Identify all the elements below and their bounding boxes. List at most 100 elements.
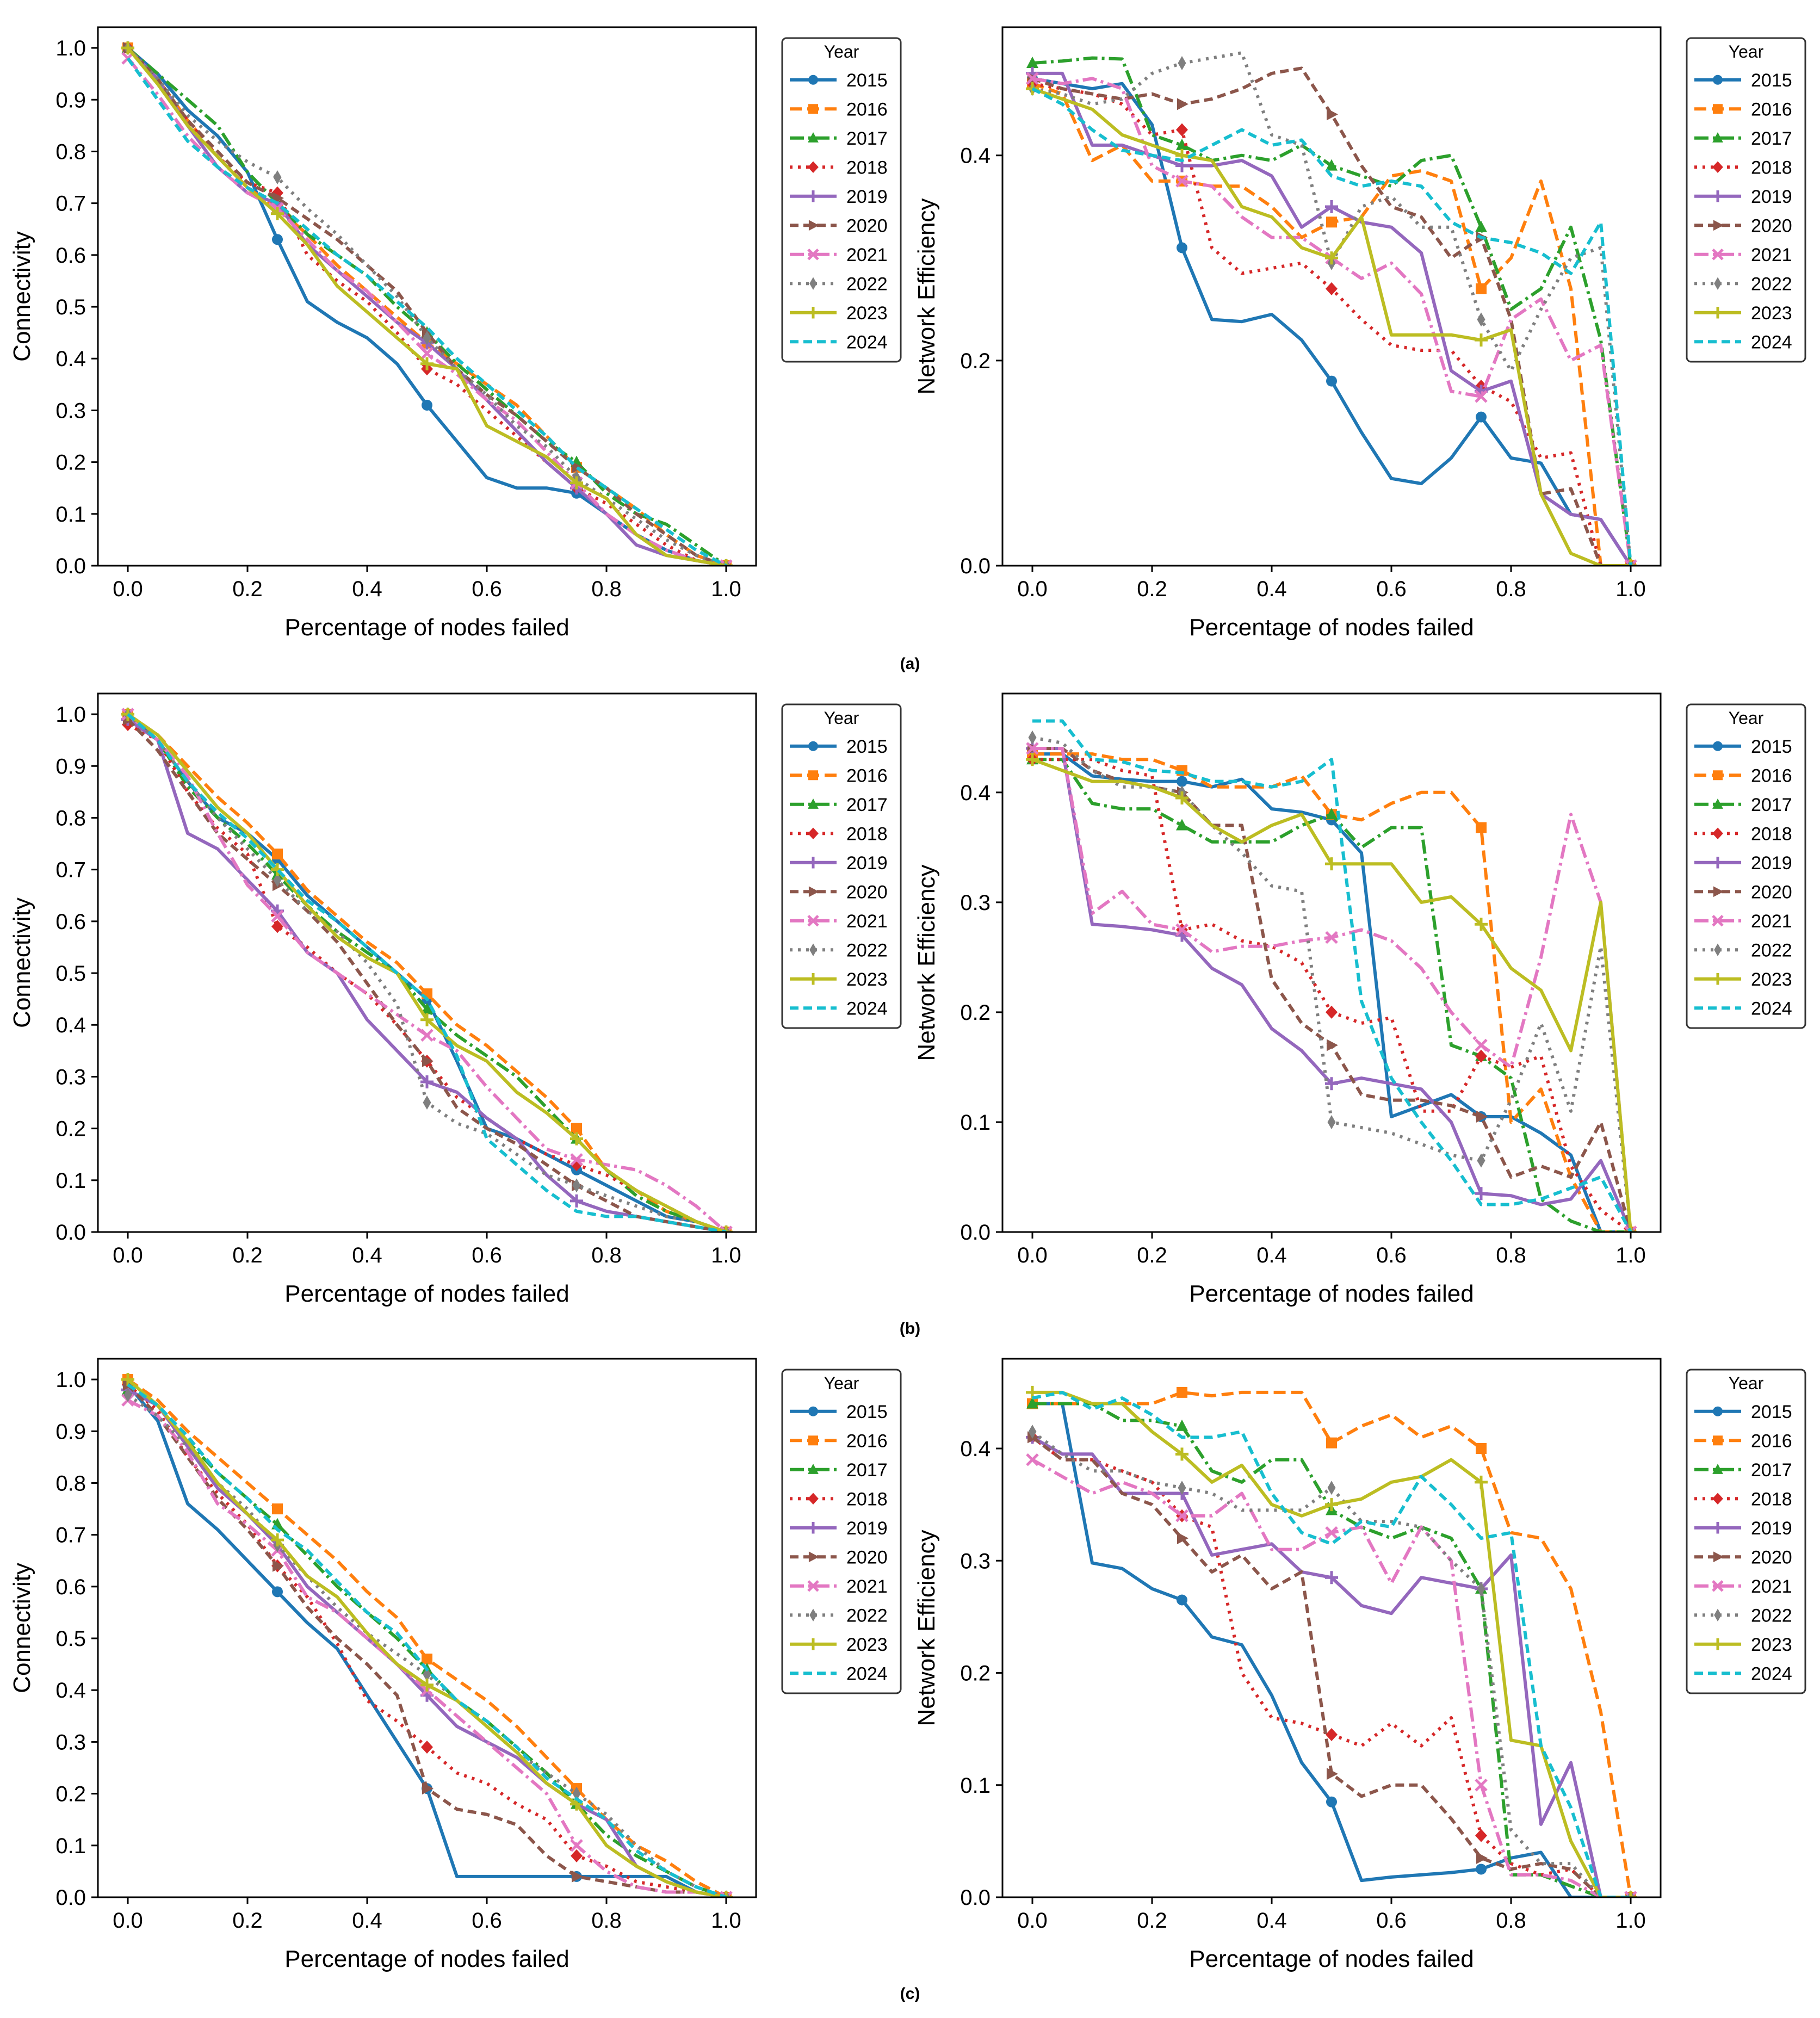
legend-entry-2015: 2015 xyxy=(1751,736,1792,757)
data-point-2016 xyxy=(1476,1443,1487,1454)
y-tick-label: 0.7 xyxy=(55,858,86,882)
y-tick-label: 0.0 xyxy=(55,1221,86,1245)
data-point-2023 xyxy=(271,863,284,876)
x-tick-label: 1.0 xyxy=(711,577,741,601)
data-point-2021 xyxy=(420,1029,434,1042)
x-tick-label: 0.0 xyxy=(1017,577,1048,601)
legend-entry-2015: 2015 xyxy=(846,736,888,757)
legend-entry-2018: 2018 xyxy=(846,824,888,844)
plot-area xyxy=(1002,1359,1661,1897)
data-point-2023 xyxy=(1475,1475,1488,1489)
data-point-2021 xyxy=(1624,1891,1637,1897)
x-tick-label: 0.2 xyxy=(232,577,263,601)
chart-a-connectivity: 0.0 0.2 0.4 0.6 0.8 1.0 0.0 0.1 0.2 0.3 0.4 0.5 0.6 0… xyxy=(9,26,902,641)
legend-marker-2020 xyxy=(808,886,819,897)
data-point-2021 xyxy=(720,1225,733,1232)
series-line-2024 xyxy=(127,713,727,1232)
legend-entry-2020: 2020 xyxy=(1751,1547,1792,1568)
y-tick-label: 0.2 xyxy=(55,1117,86,1141)
x-tick-label: 0.8 xyxy=(1496,1909,1526,1933)
legend-marker-2023 xyxy=(807,306,819,319)
y-tick-label: 0.3 xyxy=(960,1549,991,1573)
y-tick-label: 0.6 xyxy=(55,244,86,268)
series-line-2024 xyxy=(1032,719,1632,1232)
data-point-2023 xyxy=(420,357,434,370)
chart-c-connectivity: 0.0 0.2 0.4 0.6 0.8 1.0 0.0 0.1 0.2 0.3 0.4 0.5 0.6 0… xyxy=(9,1358,902,1972)
plot-area xyxy=(98,694,756,1232)
data-point-2022 xyxy=(1477,1581,1485,1596)
data-point-2021 xyxy=(420,346,434,360)
data-point-2022 xyxy=(273,170,282,185)
legend-marker-2022 xyxy=(1714,943,1722,956)
data-point-2023 xyxy=(570,476,583,490)
legend-marker-2017 xyxy=(808,1463,819,1474)
legend: Year 2015 2016 2017 2018 2019 2020 2021 2022 2023… xyxy=(781,37,902,363)
legend-marker-2016 xyxy=(808,1435,818,1446)
legend-marker-2016 xyxy=(1713,104,1723,114)
legend-entry-2024: 2024 xyxy=(846,1663,888,1684)
legend-marker-2023 xyxy=(1712,973,1724,985)
x-tick-label: 0.4 xyxy=(352,1243,382,1267)
legend-entry-2017: 2017 xyxy=(846,1460,888,1481)
panel-label-b: (b) xyxy=(900,1320,920,1338)
data-point-2023 xyxy=(1175,791,1188,804)
legend-title: Year xyxy=(824,1373,859,1393)
data-point-2020 xyxy=(572,1870,583,1883)
x-tick-label: 0.0 xyxy=(1017,1243,1048,1267)
data-point-2023 xyxy=(720,1225,733,1232)
x-tick-label: 0.4 xyxy=(1256,1909,1287,1933)
legend-entry-2019: 2019 xyxy=(1751,187,1792,207)
legend-marker-2019 xyxy=(1712,856,1724,869)
data-point-2020 xyxy=(1177,1532,1188,1544)
data-point-2020 xyxy=(422,1055,434,1067)
legend-marker-2021 xyxy=(1712,1580,1724,1592)
legend-entry-2022: 2022 xyxy=(1751,940,1792,961)
y-tick-label: 0.0 xyxy=(55,554,86,578)
data-point-2023 xyxy=(121,1373,134,1386)
legend-entry-2021: 2021 xyxy=(846,1576,888,1597)
data-point-2023 xyxy=(121,708,134,721)
data-point-2020 xyxy=(1476,1852,1488,1864)
data-point-2018 xyxy=(1176,123,1188,137)
legend-marker-2021 xyxy=(1712,914,1724,927)
legend-marker-2015 xyxy=(1713,75,1723,85)
data-point-2016 xyxy=(272,1503,283,1515)
series-lines xyxy=(1026,719,1637,1232)
data-point-2021 xyxy=(1475,1778,1488,1792)
data-point-2023 xyxy=(271,1533,284,1547)
data-point-2020 xyxy=(1327,1039,1338,1051)
legend-entry-2017: 2017 xyxy=(1751,128,1792,149)
axes-frame xyxy=(1001,692,1662,1233)
x-tick-label: 1.0 xyxy=(1615,1243,1646,1267)
data-point-2018 xyxy=(1326,282,1338,295)
legend-title: Year xyxy=(1729,1373,1764,1393)
data-point-2019 xyxy=(420,1075,434,1088)
x-tick-label: 0.0 xyxy=(113,577,143,601)
legend-marker-2020 xyxy=(1713,886,1724,897)
data-point-2021 xyxy=(1026,72,1039,85)
data-point-2019 xyxy=(1325,200,1338,213)
legend-entry-2019: 2019 xyxy=(846,853,888,874)
data-point-2017 xyxy=(1026,1397,1038,1409)
y-tick-label: 0.5 xyxy=(55,962,86,986)
y-tick-label: 0.2 xyxy=(960,1001,991,1025)
legend-entry-2022: 2022 xyxy=(846,274,888,294)
legend-marker-2015 xyxy=(808,75,818,85)
legend-entry-2020: 2020 xyxy=(846,215,888,236)
legend-marker-2019 xyxy=(1712,1521,1724,1534)
legend-title: Year xyxy=(824,708,859,728)
legend-entry-2023: 2023 xyxy=(1751,303,1792,324)
series-line-2016 xyxy=(1032,1390,1632,1897)
legend-entry-2019: 2019 xyxy=(1751,1518,1792,1539)
x-axis-label: Percentage of nodes failed xyxy=(284,1280,569,1307)
legend-entry-2015: 2015 xyxy=(846,70,888,91)
legend-marker-2020 xyxy=(1713,1551,1724,1563)
data-point-2021 xyxy=(1475,1038,1488,1052)
axes-frame xyxy=(97,26,757,567)
data-point-2018 xyxy=(1475,1829,1487,1842)
axes-frame xyxy=(97,1358,757,1898)
data-point-2022 xyxy=(1477,1153,1485,1168)
data-point-2016 xyxy=(1177,1386,1187,1398)
legend-entry-2017: 2017 xyxy=(1751,1460,1792,1481)
legend-entry-2020: 2020 xyxy=(1751,882,1792,902)
